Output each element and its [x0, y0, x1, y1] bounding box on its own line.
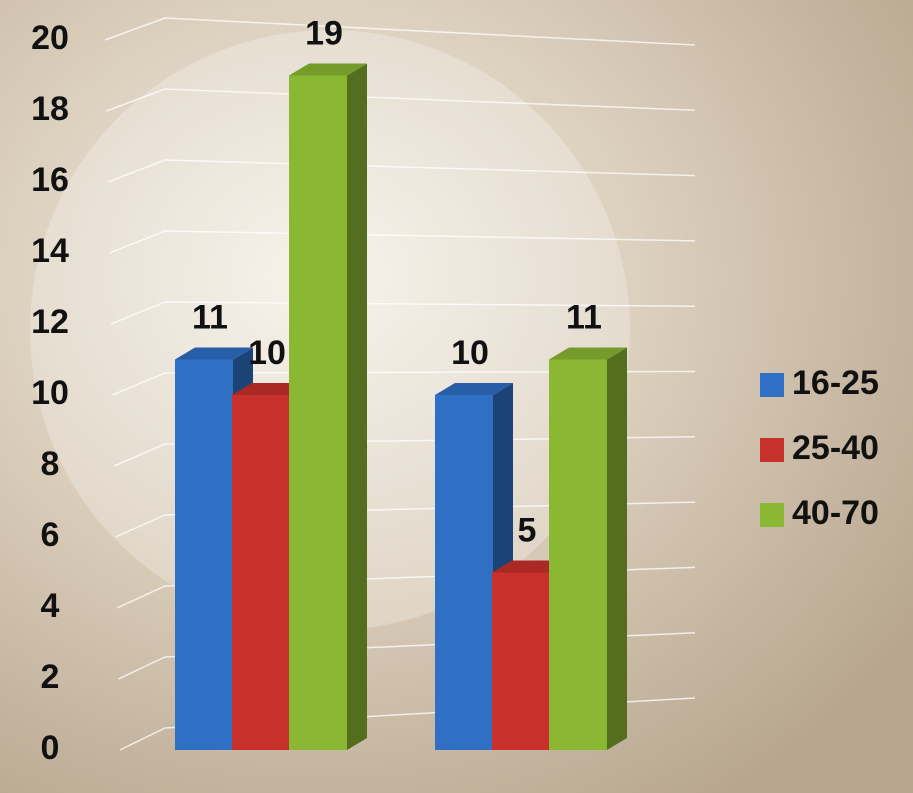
legend-swatch — [760, 503, 784, 527]
legend-label: 25-40 — [792, 429, 879, 467]
legend-label: 40-70 — [792, 494, 879, 532]
bar — [289, 75, 347, 750]
data-label: 10 — [248, 334, 286, 372]
grid-line — [106, 88, 696, 112]
data-label: 10 — [451, 334, 489, 372]
grid-line — [104, 17, 696, 46]
bar-side — [607, 347, 627, 750]
data-label: 11 — [566, 298, 602, 336]
bar — [175, 359, 233, 750]
grid-line — [112, 370, 696, 396]
grid-line — [107, 159, 696, 183]
y-tick-label: 10 — [31, 374, 69, 412]
y-tick-label: 2 — [41, 658, 60, 696]
y-tick-label: 14 — [31, 232, 69, 270]
bar-top — [289, 63, 367, 76]
bar — [492, 572, 550, 750]
y-tick-label: 0 — [41, 729, 60, 767]
data-label: 11 — [192, 298, 228, 336]
grid-line — [110, 301, 696, 325]
grid-line — [109, 230, 696, 254]
y-tick-label: 6 — [41, 516, 60, 554]
grid-line — [115, 501, 696, 538]
grid-line — [113, 436, 696, 467]
bar-top — [435, 383, 513, 395]
y-tick-label: 18 — [31, 90, 69, 128]
bar-side — [347, 63, 367, 750]
y-tick-label: 20 — [31, 19, 69, 57]
bar-top — [549, 347, 627, 360]
bar — [549, 359, 607, 750]
bar — [435, 395, 493, 750]
legend-swatch — [760, 438, 784, 462]
y-tick-label: 16 — [31, 161, 69, 199]
data-label: 19 — [305, 14, 343, 52]
y-tick-label: 4 — [41, 587, 60, 625]
legend-swatch — [760, 373, 784, 397]
y-tick-label: 12 — [31, 303, 69, 341]
bar — [232, 395, 290, 750]
legend-label: 16-25 — [792, 364, 879, 402]
data-label: 5 — [518, 511, 537, 549]
bar-top — [175, 347, 253, 360]
y-tick-label: 8 — [41, 445, 60, 483]
